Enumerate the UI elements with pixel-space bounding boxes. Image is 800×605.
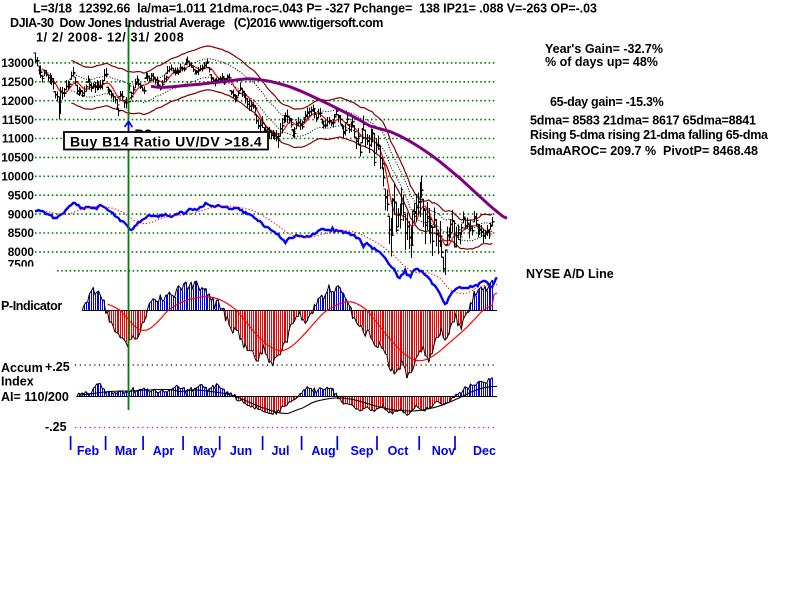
svg-text:DJIA-30 Dow Jones Industrial: DJIA-30 Dow Jones Industrial Average (C)… [10,16,383,30]
svg-text:9500: 9500 [8,188,35,202]
svg-text:8500: 8500 [8,226,35,240]
svg-text:Year's Gain= -32.7%: Year's Gain= -32.7% [545,42,663,56]
svg-text:Nov: Nov [432,444,456,458]
svg-text:7500: 7500 [8,258,35,272]
svg-text:12000: 12000 [1,94,34,108]
svg-text:Jul: Jul [271,444,289,458]
svg-text:Oct: Oct [388,444,410,458]
svg-text:10000: 10000 [1,170,34,184]
svg-text:May: May [193,444,217,458]
svg-text:L=3/18 12392.66 la/ma=1.011: L=3/18 12392.66 la/ma=1.011 21dma.roc=.0… [33,2,597,16]
svg-text:5dmaAROC= 209.7 % PivotP= 846: 5dmaAROC= 209.7 % PivotP= 8468.48 [530,144,758,158]
svg-text:Index: Index [1,375,34,389]
svg-text:11500: 11500 [2,113,35,127]
svg-text:Mar: Mar [115,444,137,458]
svg-text:11000: 11000 [2,132,35,146]
svg-text:Jun: Jun [230,444,252,458]
svg-text:1/ 2/ 2008- 12/ 31/ 2008: 1/ 2/ 2008- 12/ 31/ 2008 [36,31,184,45]
svg-text:12500: 12500 [1,75,34,89]
svg-text:9000: 9000 [8,207,35,221]
svg-text:Aug: Aug [311,444,335,458]
svg-text:10500: 10500 [1,151,34,165]
svg-text:Dec: Dec [473,444,496,458]
svg-text:% of days up= 48%: % of days up= 48% [545,55,658,69]
svg-text:AI= 110/200: AI= 110/200 [1,390,69,404]
svg-text:+.25: +.25 [45,360,70,374]
svg-text:Apr: Apr [153,444,175,458]
svg-text:P-Indicator: P-Indicator [1,299,62,313]
svg-text:Buy B14 Ratio UV/DV >18.4: Buy B14 Ratio UV/DV >18.4 [70,133,262,149]
svg-text:65-day gain= -15.3%: 65-day gain= -15.3% [550,95,664,109]
svg-text:5dma= 8583 21dma= 8617 65dma=8: 5dma= 8583 21dma= 8617 65dma=8841 [530,114,756,128]
svg-text:Sep: Sep [351,444,374,458]
svg-text:Accum: Accum [1,361,43,375]
svg-text:13000: 13000 [1,56,34,70]
svg-text:Feb: Feb [77,444,100,458]
svg-text:NYSE A/D Line: NYSE A/D Line [526,267,614,281]
svg-text:8000: 8000 [8,245,35,259]
svg-text:Rising 5-dma rising 21-dma fal: Rising 5-dma rising 21-dma falling 65-dm… [530,128,769,142]
svg-text:-.25: -.25 [45,420,67,434]
